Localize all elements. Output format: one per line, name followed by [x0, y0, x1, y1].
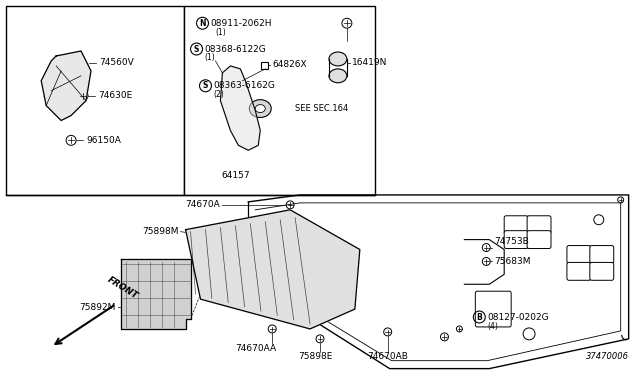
Text: 75683M: 75683M: [494, 257, 531, 266]
Text: 08363-6162G: 08363-6162G: [214, 81, 275, 90]
Ellipse shape: [329, 52, 347, 66]
FancyBboxPatch shape: [590, 262, 614, 280]
Text: S: S: [194, 45, 199, 54]
Bar: [261, 62, 268, 69]
Text: 74670A: 74670A: [186, 201, 220, 209]
Text: 74630E: 74630E: [98, 91, 132, 100]
Text: N: N: [199, 19, 206, 28]
FancyBboxPatch shape: [476, 291, 511, 327]
Ellipse shape: [250, 100, 271, 118]
Text: 37470006: 37470006: [586, 352, 628, 361]
Text: 75898M: 75898M: [142, 227, 179, 236]
Text: S: S: [203, 81, 208, 90]
Text: 74670AB: 74670AB: [367, 352, 408, 361]
Text: SEE SEC.164: SEE SEC.164: [295, 104, 348, 113]
Text: FRONT: FRONT: [106, 275, 140, 301]
Text: 08368-6122G: 08368-6122G: [205, 45, 266, 54]
Bar: [184, 6, 375, 195]
FancyBboxPatch shape: [504, 231, 528, 248]
Polygon shape: [41, 51, 91, 121]
Polygon shape: [121, 259, 191, 329]
Text: 75892M: 75892M: [79, 302, 116, 312]
Text: 64157: 64157: [221, 171, 250, 180]
FancyBboxPatch shape: [527, 216, 551, 234]
Text: B: B: [476, 312, 482, 321]
Text: (2): (2): [214, 90, 224, 99]
Text: 64826X: 64826X: [272, 60, 307, 70]
FancyBboxPatch shape: [567, 246, 591, 263]
Bar: [6, 6, 184, 195]
Text: 75898E: 75898E: [298, 352, 332, 361]
Polygon shape: [220, 66, 260, 150]
Text: 08911-2062H: 08911-2062H: [211, 19, 272, 28]
Text: 74753B: 74753B: [494, 237, 529, 246]
Text: (4): (4): [487, 323, 498, 331]
FancyBboxPatch shape: [504, 216, 528, 234]
FancyBboxPatch shape: [527, 231, 551, 248]
Text: 08127-0202G: 08127-0202G: [487, 312, 549, 321]
Text: (1): (1): [205, 54, 215, 62]
FancyBboxPatch shape: [567, 262, 591, 280]
Text: 16419N: 16419N: [352, 58, 387, 67]
Text: 74670AA: 74670AA: [235, 344, 276, 353]
Text: 96150A: 96150A: [86, 136, 121, 145]
Polygon shape: [186, 210, 360, 329]
FancyBboxPatch shape: [590, 246, 614, 263]
Ellipse shape: [329, 69, 347, 83]
Text: (1): (1): [216, 28, 226, 37]
Ellipse shape: [255, 105, 265, 113]
Text: 74560V: 74560V: [99, 58, 134, 67]
